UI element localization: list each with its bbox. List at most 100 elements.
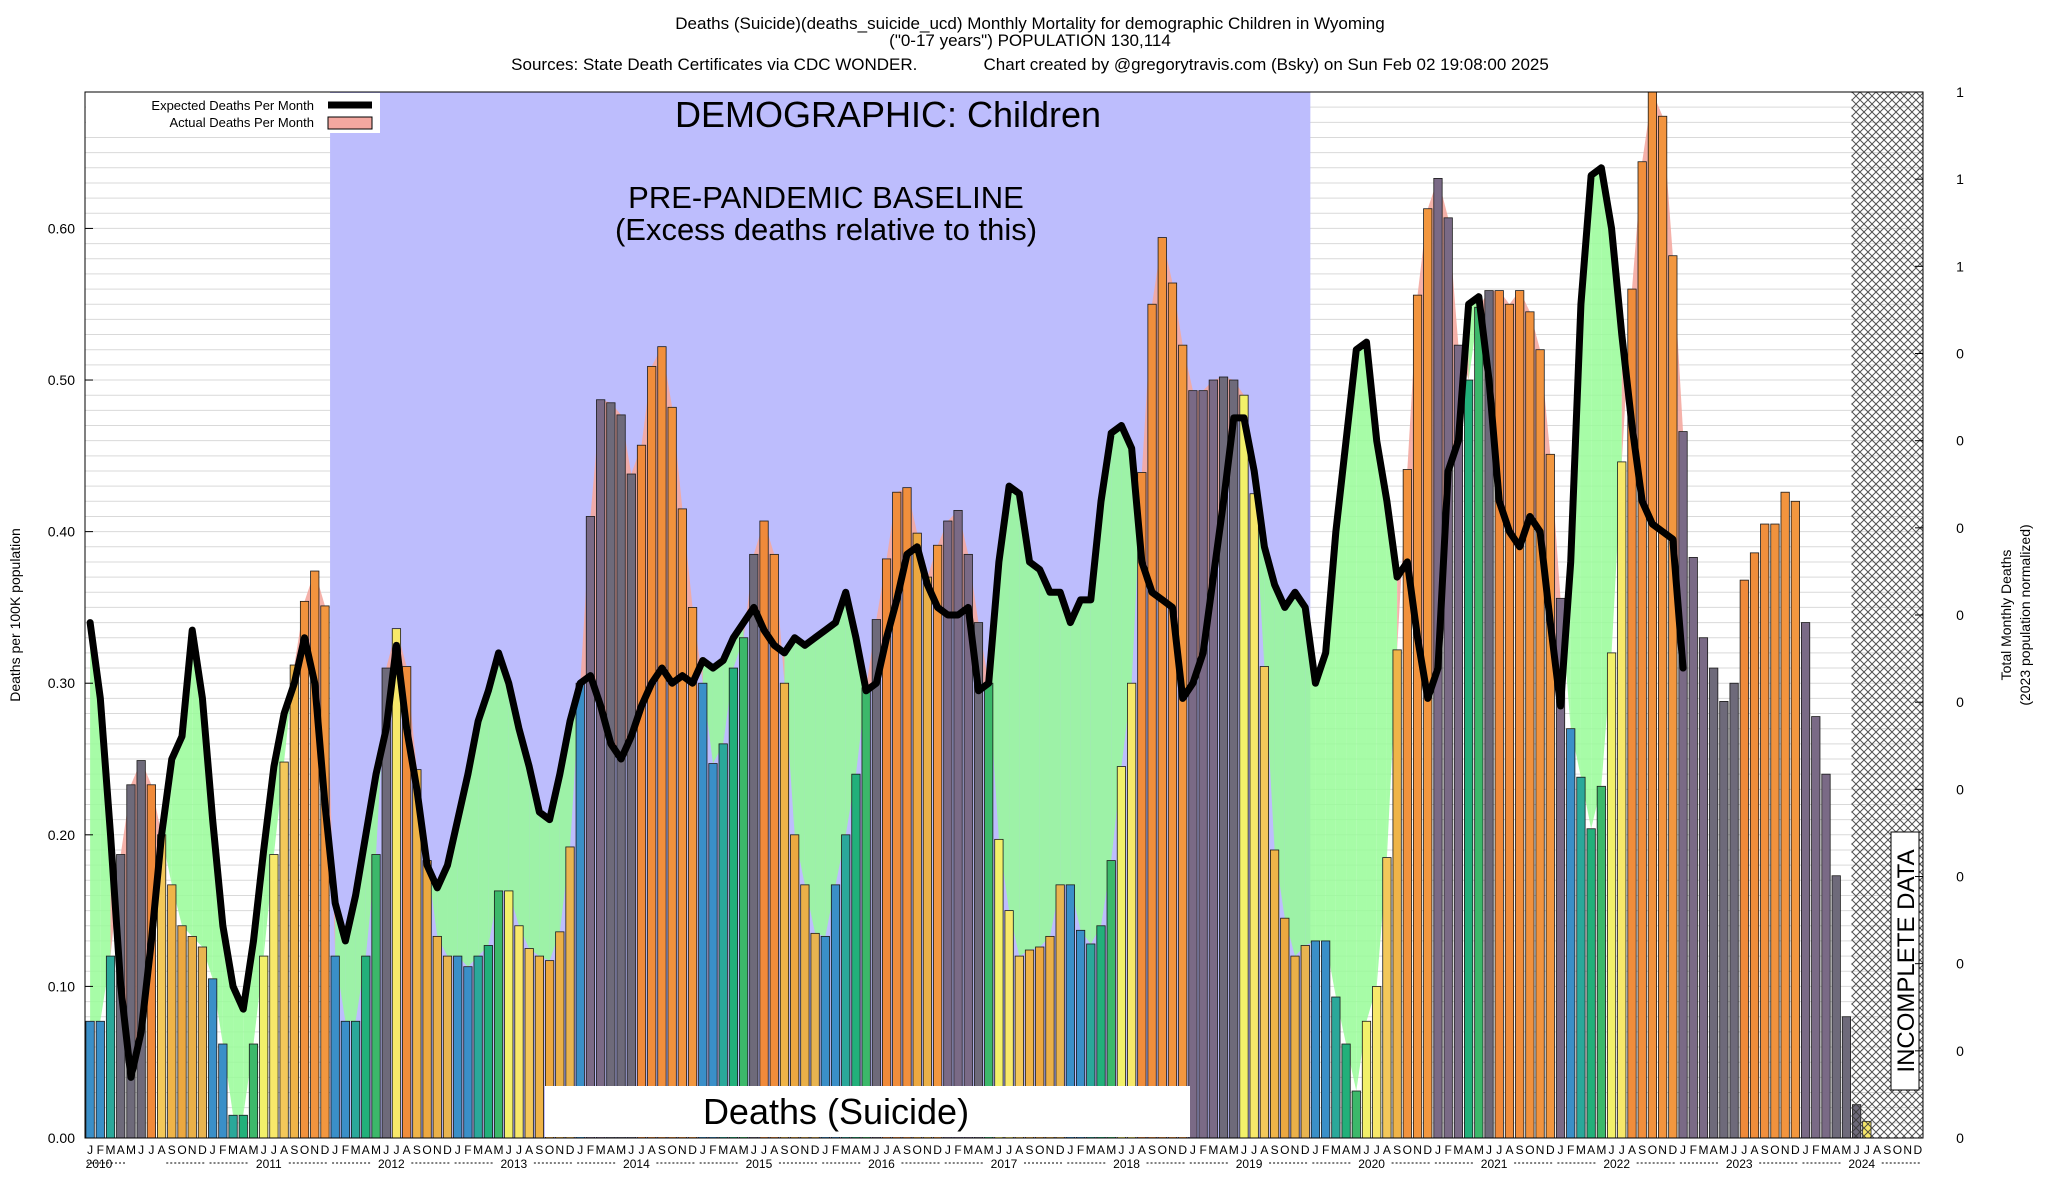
actual-deaths-bar: [187, 935, 197, 1139]
actual-deaths-bar: [1147, 303, 1157, 1139]
month-tick-label: F: [219, 1143, 226, 1157]
actual-deaths-bar: [1198, 390, 1208, 1139]
month-tick-label: O: [177, 1143, 186, 1157]
actual-deaths-bar: [933, 544, 943, 1139]
month-tick-label: A: [117, 1143, 125, 1157]
month-tick-label: M: [739, 1143, 749, 1157]
actual-deaths-bar: [95, 1020, 105, 1139]
month-tick-label: M: [1351, 1143, 1361, 1157]
month-tick-label: M: [861, 1143, 871, 1157]
actual-deaths-bar: [1412, 294, 1423, 1139]
deficit-deaths-fill: [508, 683, 519, 926]
month-tick-label: M: [248, 1143, 258, 1157]
baseline-label-2: (Excess deaths relative to this): [615, 212, 1037, 247]
actual-deaths-bar: [483, 945, 493, 1139]
actual-deaths-bar: [1647, 91, 1657, 1139]
y2-tick-label: 0: [1956, 433, 1964, 449]
baseline-label-1: PRE-PANDEMIC BASELINE: [628, 180, 1024, 215]
actual-deaths-bar: [861, 687, 871, 1139]
actual-deaths-bar: [1494, 290, 1504, 1139]
actual-deaths-bar: [1790, 500, 1800, 1139]
month-tick-label: M: [1821, 1143, 1831, 1157]
actual-deaths-bar: [269, 854, 279, 1139]
deficit-deaths-fill: [1019, 493, 1030, 957]
month-tick-label: J: [516, 1143, 522, 1157]
actual-deaths-bar: [1443, 217, 1453, 1139]
actual-deaths-bar: [504, 890, 514, 1139]
month-tick-label: M: [1106, 1143, 1116, 1157]
actual-deaths-bar: [493, 890, 504, 1139]
month-tick-label: S: [1026, 1143, 1034, 1157]
deficit-deaths-fill: [1366, 342, 1377, 1022]
actual-deaths-bar: [1678, 431, 1688, 1139]
month-tick-label: N: [1536, 1143, 1545, 1157]
month-tick-label: S: [1883, 1143, 1891, 1157]
actual-deaths-bar: [136, 760, 146, 1139]
month-tick-label: N: [188, 1143, 197, 1157]
y2-tick-label: 1: [1956, 258, 1964, 274]
actual-deaths-bar: [1361, 1020, 1372, 1139]
month-tick-label: M: [473, 1143, 483, 1157]
actual-deaths-bar: [1525, 311, 1535, 1139]
deficit-deaths-fill: [1060, 592, 1071, 885]
month-tick-label: N: [1413, 1143, 1422, 1157]
month-tick-label: J: [87, 1143, 93, 1157]
actual-deaths-bar: [340, 1020, 350, 1139]
actual-deaths-bar: [779, 682, 790, 1139]
actual-deaths-bar: [657, 346, 667, 1139]
actual-deaths-bar: [1188, 390, 1198, 1139]
actual-deaths-bar: [1698, 637, 1709, 1139]
month-tick-label: F: [954, 1143, 961, 1157]
month-tick-label: O: [1035, 1143, 1044, 1157]
deficit-deaths-fill: [723, 637, 734, 744]
actual-deaths-bar: [1637, 161, 1647, 1139]
deficit-deaths-fill: [1121, 425, 1132, 767]
month-tick-label: S: [658, 1143, 666, 1157]
actual-deaths-bar: [1116, 766, 1127, 1139]
y2-tick-label: 1: [1956, 171, 1964, 187]
actual-deaths-bar: [514, 925, 524, 1139]
actual-deaths-bar: [361, 955, 371, 1139]
month-tick-label: J: [1312, 1143, 1318, 1157]
actual-deaths-bar: [351, 1020, 361, 1139]
deficit-deaths-fill: [171, 736, 183, 926]
month-tick-label: A: [1260, 1143, 1268, 1157]
actual-deaths-bar: [1392, 649, 1402, 1139]
month-tick-label: J: [1854, 1143, 1860, 1157]
month-tick-label: D: [933, 1143, 942, 1157]
actual-deaths-bar: [320, 605, 330, 1139]
month-tick-label: D: [1546, 1143, 1555, 1157]
actual-deaths-bar: [228, 1114, 238, 1139]
actual-deaths-bar: [922, 576, 933, 1139]
month-tick-label: M: [228, 1143, 238, 1157]
deficit-deaths-fill: [794, 637, 805, 885]
actual-deaths-bar: [1831, 875, 1841, 1139]
actual-deaths-bar: [667, 406, 677, 1139]
actual-deaths-bar: [1800, 622, 1811, 1139]
month-tick-label: M: [1576, 1143, 1586, 1157]
actual-deaths-bar: [238, 1114, 248, 1139]
month-tick-label: J: [751, 1143, 757, 1157]
month-tick-label: J: [822, 1143, 828, 1157]
month-tick-label: M: [1596, 1143, 1606, 1157]
month-tick-label: M: [1719, 1143, 1729, 1157]
actual-deaths-bar: [167, 884, 177, 1139]
y-axis-label: Deaths per 100K population: [7, 528, 23, 702]
cause-label-box: [545, 1086, 1190, 1137]
month-tick-label: D: [1914, 1143, 1923, 1157]
y2-axis-label-2: (2023 population normalized): [2017, 524, 2033, 705]
month-tick-label: M: [1229, 1143, 1239, 1157]
month-tick-label: A: [1383, 1143, 1391, 1157]
month-tick-label: F: [342, 1143, 349, 1157]
actual-deaths-bar: [1606, 652, 1617, 1139]
actual-deaths-bar: [1167, 282, 1178, 1139]
actual-deaths-bar: [585, 516, 596, 1139]
month-tick-label: J: [945, 1143, 951, 1157]
actual-deaths-bar: [1709, 667, 1719, 1139]
month-tick-label: M: [963, 1143, 973, 1157]
deficit-deaths-fill: [273, 713, 285, 855]
month-tick-label: A: [1751, 1143, 1759, 1157]
actual-deaths-bar: [1290, 955, 1300, 1139]
actual-deaths-bar: [1127, 682, 1137, 1139]
actual-deaths-bar: [1668, 255, 1678, 1139]
